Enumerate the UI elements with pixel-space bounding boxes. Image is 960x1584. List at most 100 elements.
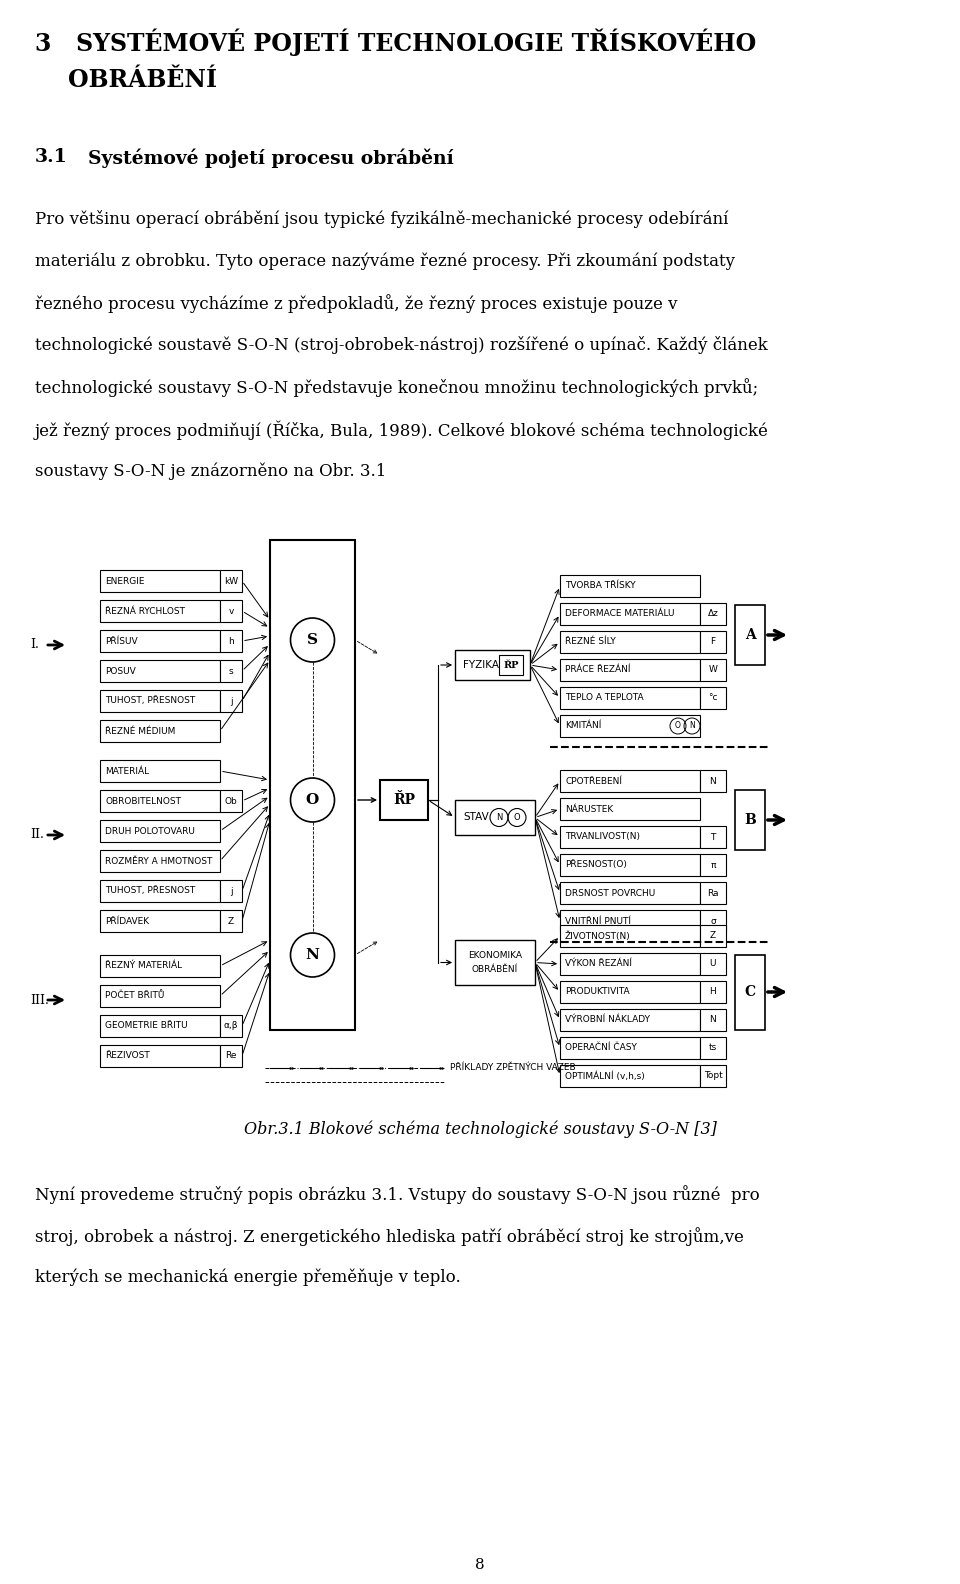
Text: ENERGIE: ENERGIE: [105, 577, 145, 586]
Bar: [100, 691, 220, 711]
Text: α,β: α,β: [224, 1022, 238, 1031]
Text: N: N: [709, 1015, 716, 1025]
Text: s: s: [228, 667, 233, 675]
Bar: [100, 600, 220, 623]
Text: Z: Z: [710, 931, 716, 941]
Text: ŘP: ŘP: [393, 794, 415, 806]
Text: OPERAČNÍ ČASY: OPERAČNÍ ČASY: [565, 1044, 636, 1052]
Text: N: N: [305, 947, 320, 961]
Text: TUHOST, PŘESNOST: TUHOST, PŘESNOST: [105, 887, 195, 895]
Bar: [220, 1045, 242, 1068]
Text: Obr.3.1 Blokové schéma technologické soustavy S-O-N [3]: Obr.3.1 Blokové schéma technologické sou…: [244, 1120, 716, 1137]
Text: TEPLO A TEPLOTA: TEPLO A TEPLOTA: [565, 694, 643, 702]
Text: Topt: Topt: [704, 1071, 722, 1080]
Bar: [560, 925, 700, 947]
Bar: [700, 630, 726, 653]
Bar: [220, 600, 242, 623]
Bar: [220, 1015, 242, 1038]
Text: KMITÁNÍ: KMITÁNÍ: [565, 721, 601, 730]
Text: ŘP: ŘP: [503, 661, 518, 670]
Text: technologické soustavě S-O-N (stroj-obrobek-nástroj) rozšířené o upínač. Každý č: technologické soustavě S-O-N (stroj-obro…: [35, 336, 768, 353]
Text: FYZIKA: FYZIKA: [463, 661, 499, 670]
Text: j: j: [229, 697, 232, 705]
Text: řezného procesu vycházíme z předpokladů, že řezný proces existuje pouze v: řezného procesu vycházíme z předpokladů,…: [35, 295, 678, 314]
Text: POČET BŘITŮ: POČET BŘITŮ: [105, 992, 164, 1001]
Text: v: v: [228, 607, 233, 616]
Bar: [100, 851, 220, 873]
Text: PŘESNOST(O): PŘESNOST(O): [565, 860, 627, 870]
Text: jež řezný proces podmiňují (Říčka, Bula, 1989). Celkové blokové schéma technolog: jež řezný proces podmiňují (Říčka, Bula,…: [35, 420, 769, 439]
Text: POSUV: POSUV: [105, 667, 135, 675]
Text: STAV: STAV: [463, 813, 489, 822]
Bar: [700, 925, 726, 947]
Text: technologické soustavy S-O-N představuje konečnou množinu technologických prvků;: technologické soustavy S-O-N představuje…: [35, 379, 758, 398]
Bar: [455, 649, 530, 680]
Text: S: S: [307, 634, 318, 646]
Text: DEFORMACE MATERIÁLU: DEFORMACE MATERIÁLU: [565, 610, 675, 618]
Text: I.: I.: [30, 638, 38, 651]
Text: III.: III.: [30, 993, 49, 1006]
Text: O: O: [514, 813, 520, 822]
Bar: [700, 854, 726, 876]
Bar: [700, 1009, 726, 1031]
Bar: [100, 721, 220, 741]
Bar: [220, 630, 242, 653]
Bar: [220, 661, 242, 683]
Bar: [735, 605, 765, 665]
Text: stroj, obrobek a nástroj. Z energetického hlediska patří obráběcí stroj ke stroj: stroj, obrobek a nástroj. Z energetickéh…: [35, 1228, 744, 1247]
Bar: [560, 980, 700, 1003]
Bar: [700, 1038, 726, 1060]
Bar: [560, 604, 700, 626]
Bar: [560, 882, 700, 904]
Text: C: C: [744, 985, 756, 1000]
Text: σ: σ: [710, 917, 716, 925]
Text: N: N: [709, 776, 716, 786]
Text: j: j: [229, 887, 232, 895]
Text: MATERIÁL: MATERIÁL: [105, 767, 149, 776]
Bar: [560, 687, 700, 710]
Bar: [100, 1045, 220, 1068]
Text: TRVANLIVOST(N): TRVANLIVOST(N): [565, 833, 640, 841]
Bar: [560, 1009, 700, 1031]
Bar: [100, 955, 220, 977]
Bar: [100, 790, 220, 813]
Bar: [700, 954, 726, 976]
Bar: [700, 1064, 726, 1087]
Text: PŘÍDAVEK: PŘÍDAVEK: [105, 917, 149, 925]
Text: soustavy S-O-N je znázorněno na Obr. 3.1: soustavy S-O-N je znázorněno na Obr. 3.1: [35, 463, 386, 480]
Text: OBROBITELNOST: OBROBITELNOST: [105, 797, 181, 806]
Bar: [560, 825, 700, 847]
Bar: [560, 714, 700, 737]
Text: ŘEZNÉ MÉDIUM: ŘEZNÉ MÉDIUM: [105, 727, 176, 735]
Text: II.: II.: [30, 828, 44, 841]
Text: PRÁCE ŘEZÁNÍ: PRÁCE ŘEZÁNÍ: [565, 665, 631, 675]
Text: W: W: [708, 665, 717, 675]
Bar: [100, 881, 220, 901]
Text: O: O: [306, 794, 319, 806]
Text: TVORBA TŘÍSKY: TVORBA TŘÍSKY: [565, 581, 636, 591]
Text: NÁRUSTEK: NÁRUSTEK: [565, 805, 613, 814]
Text: OPTIMÁLNÍ (v,h,s): OPTIMÁLNÍ (v,h,s): [565, 1071, 645, 1080]
Bar: [560, 854, 700, 876]
Bar: [560, 575, 700, 597]
Bar: [220, 909, 242, 931]
Text: PRODUKTIVITA: PRODUKTIVITA: [565, 987, 630, 996]
Bar: [560, 909, 700, 931]
Bar: [270, 540, 355, 1030]
Text: PŘÍKLADY ZPĚTNÝCH VAZEB: PŘÍKLADY ZPĚTNÝCH VAZEB: [450, 1063, 576, 1072]
Bar: [700, 770, 726, 792]
Text: 3.1: 3.1: [35, 147, 68, 166]
Bar: [455, 939, 535, 985]
Bar: [100, 760, 220, 782]
Text: U: U: [709, 960, 716, 968]
Text: N: N: [689, 721, 695, 730]
Text: Ob: Ob: [225, 797, 237, 806]
Bar: [100, 909, 220, 931]
Bar: [700, 604, 726, 626]
Text: Δz: Δz: [708, 610, 718, 618]
Bar: [100, 1015, 220, 1038]
Text: ŽIVOTNOST(N): ŽIVOTNOST(N): [565, 931, 631, 941]
Bar: [735, 955, 765, 1030]
Text: O: O: [675, 721, 681, 730]
Text: CPOTŘEBENÍ: CPOTŘEBENÍ: [565, 776, 622, 786]
